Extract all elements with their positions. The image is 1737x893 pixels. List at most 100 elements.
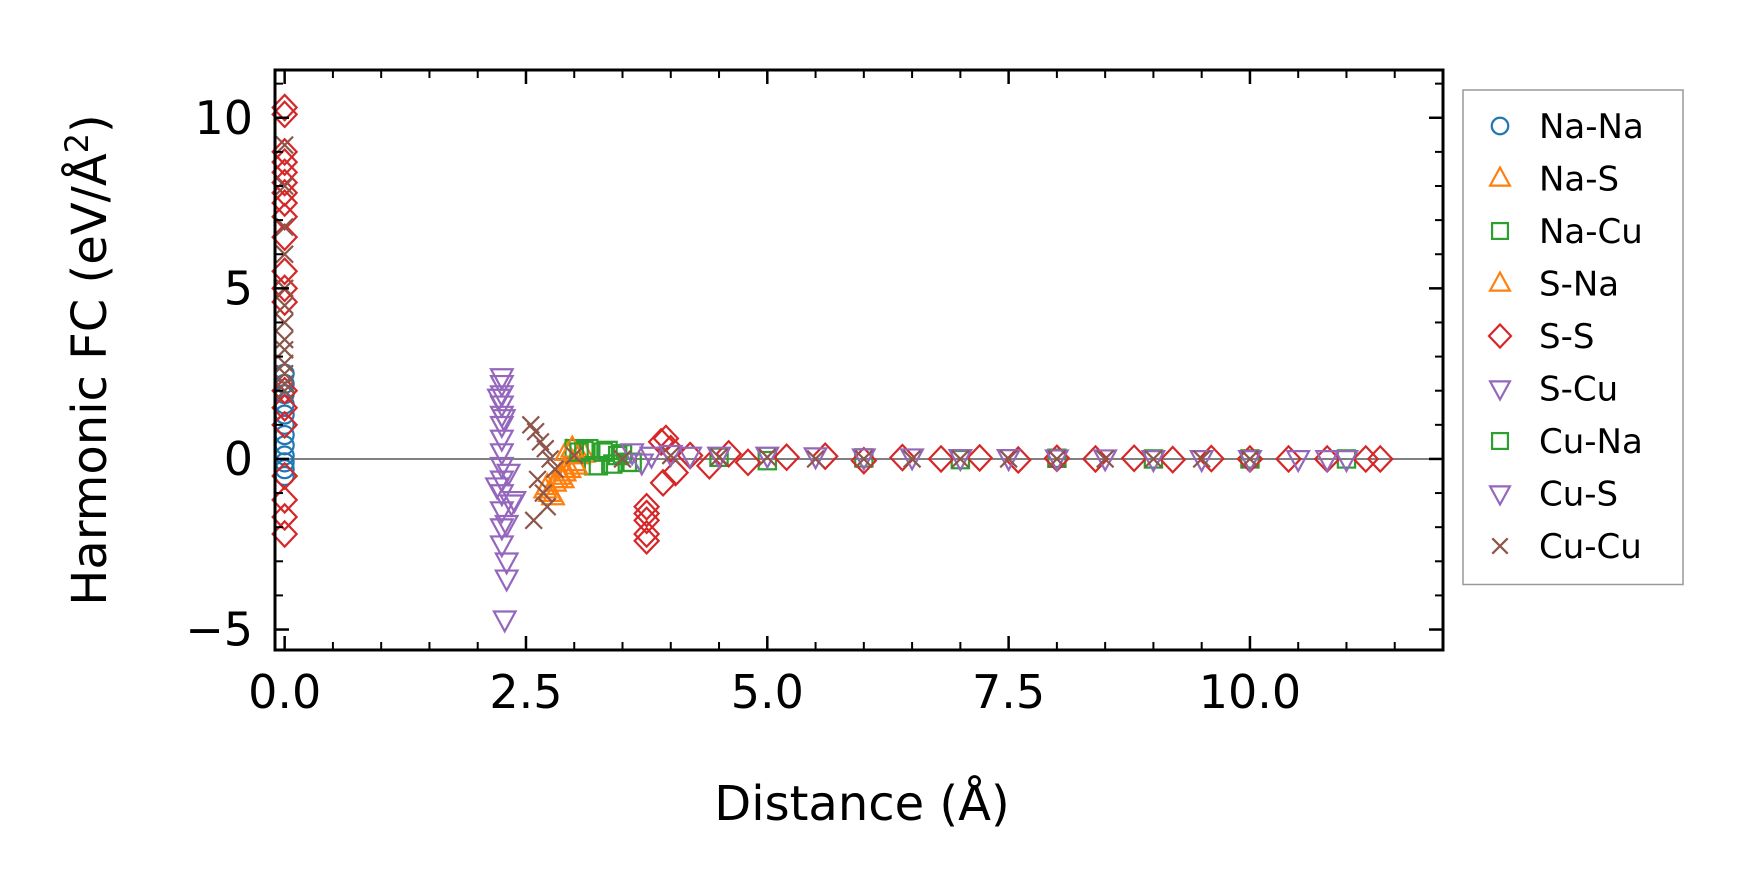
series-s-s xyxy=(271,93,1394,556)
data-point xyxy=(489,429,515,453)
plot-area xyxy=(271,93,1443,634)
data-point xyxy=(536,439,555,458)
data-point xyxy=(633,519,661,549)
legend-label: Na-Cu xyxy=(1539,212,1643,252)
data-point xyxy=(271,202,299,231)
legend-marker xyxy=(1490,431,1510,451)
data-point xyxy=(951,449,970,469)
data-point xyxy=(677,446,703,470)
data-point xyxy=(271,257,299,286)
data-point xyxy=(1044,449,1070,473)
legend-label: Cu-Cu xyxy=(1539,527,1642,567)
data-point xyxy=(1366,444,1394,474)
x-tick-label: 10.0 xyxy=(1199,665,1301,719)
legend-marker xyxy=(1490,116,1510,136)
data-point xyxy=(802,447,829,471)
data-point xyxy=(633,492,661,521)
data-point xyxy=(565,446,584,465)
data-point xyxy=(489,443,515,467)
data-point xyxy=(854,449,874,469)
legend-marker xyxy=(1488,270,1512,292)
data-point xyxy=(999,449,1018,469)
data-point xyxy=(613,449,632,469)
data-point xyxy=(1120,444,1148,473)
data-point xyxy=(995,449,1022,473)
legend-label: Na-S xyxy=(1539,160,1619,200)
data-point xyxy=(1237,450,1263,474)
data-point xyxy=(275,381,294,400)
data-point xyxy=(1092,449,1118,473)
series-cu-s xyxy=(486,388,1360,515)
data-point xyxy=(528,470,547,489)
data-point xyxy=(271,485,299,515)
data-point xyxy=(633,499,661,528)
data-point xyxy=(851,448,877,472)
data-point xyxy=(271,393,299,422)
legend: Na-Na Na-S Na-Cu S-Na S-S S-Cu Cu-Na Cu-S Cu-Cu xyxy=(1462,89,1684,586)
data-point xyxy=(706,446,732,470)
data-point xyxy=(1352,444,1380,474)
data-point xyxy=(275,176,294,196)
data-point xyxy=(734,448,762,477)
x-tick-label: 2.5 xyxy=(489,665,562,719)
data-point xyxy=(754,446,780,470)
data-point xyxy=(271,502,299,532)
data-point xyxy=(588,456,609,476)
data-point xyxy=(1189,450,1215,474)
data-point xyxy=(494,552,520,576)
data-point xyxy=(1197,444,1225,473)
legend-label: S-Cu xyxy=(1539,370,1618,410)
legend-marker xyxy=(1488,165,1512,187)
data-point xyxy=(695,451,723,480)
data-point xyxy=(494,514,520,539)
legend-label: Na-Na xyxy=(1539,107,1644,147)
data-point xyxy=(489,518,515,542)
axis-ticks: 0.0 2.5 5.0 7.5 10.0 −5 0 5 10 xyxy=(185,68,1445,719)
data-point xyxy=(1333,450,1360,474)
legend-label: Cu-Na xyxy=(1539,422,1643,462)
legend-label: S-Na xyxy=(1539,265,1619,305)
data-point xyxy=(1275,444,1303,474)
data-point xyxy=(489,415,515,440)
data-point xyxy=(758,448,777,467)
data-point xyxy=(947,449,974,473)
legend-marker xyxy=(1490,221,1510,241)
data-point xyxy=(888,443,916,472)
data-point xyxy=(492,610,518,634)
data-point xyxy=(524,511,543,530)
data-point xyxy=(1159,445,1187,474)
y-axis-label: Harmonic FC (eV/Å2) xyxy=(58,114,118,606)
data-point xyxy=(629,453,655,477)
data-point xyxy=(271,188,299,218)
data-point xyxy=(275,296,294,315)
data-point xyxy=(899,448,925,472)
data-point xyxy=(1047,449,1067,469)
legend-marker xyxy=(1491,537,1509,555)
data-point xyxy=(1140,450,1167,474)
data-point xyxy=(275,374,294,394)
data-point xyxy=(491,409,517,433)
data-point xyxy=(489,501,515,525)
data-point xyxy=(715,439,743,469)
axes-frame xyxy=(273,68,1445,652)
data-point xyxy=(526,422,545,441)
data-point xyxy=(501,490,528,515)
series-cu-cu xyxy=(275,135,1260,530)
y-axis-label-main: Harmonic FC (eV/Å xyxy=(61,153,118,606)
data-point xyxy=(966,443,994,473)
data-point xyxy=(633,526,661,556)
data-point xyxy=(271,137,299,167)
data-point xyxy=(657,434,685,463)
data-point xyxy=(662,458,690,487)
legend-label: Cu-S xyxy=(1539,475,1618,515)
data-point xyxy=(489,456,515,481)
data-point xyxy=(902,449,922,469)
data-point xyxy=(661,446,680,465)
y-tick-label: 10 xyxy=(194,91,253,145)
legend-label: S-S xyxy=(1539,317,1594,357)
data-point xyxy=(811,442,839,471)
data-point xyxy=(1192,449,1211,469)
series-s-cu xyxy=(484,368,525,634)
data-point xyxy=(486,388,512,412)
